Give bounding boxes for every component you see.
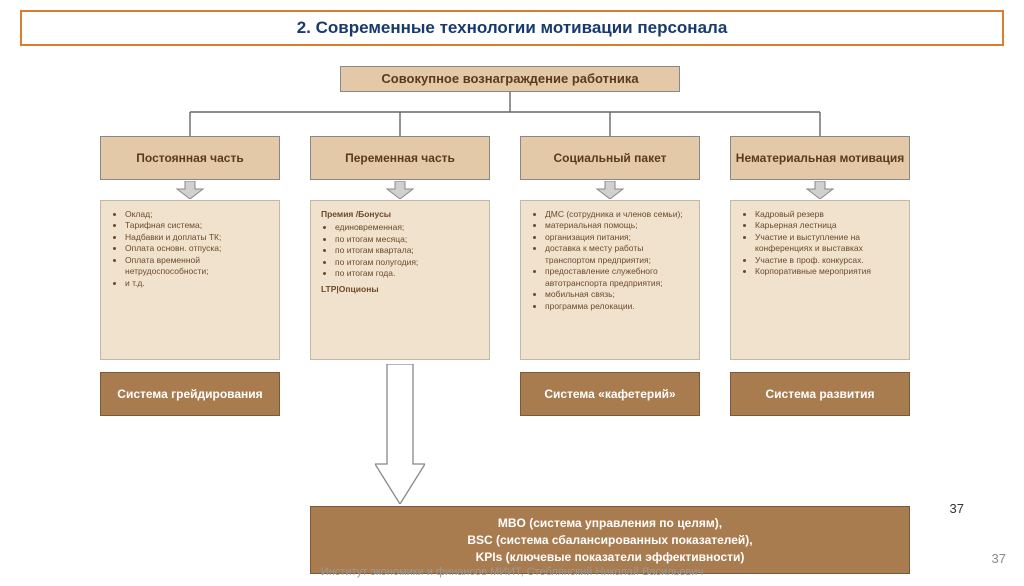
- wide-line: KPIs (ключевые показатели эффективности): [321, 549, 899, 566]
- body-list: Оклад; Тарифная система; Надбавки и допл…: [111, 209, 273, 289]
- root-node: Совокупное вознаграждение работника: [340, 66, 680, 92]
- list-item: Надбавки и доплаты ТК;: [125, 232, 273, 243]
- page-number-alt: 37: [992, 551, 1006, 566]
- branch-head: Переменная часть: [310, 136, 490, 180]
- branch-3: Социальный пакет ДМС (сотрудника и члено…: [520, 136, 700, 416]
- branch-foot: Система грейдирования: [100, 372, 280, 416]
- page-number: 37: [950, 501, 964, 516]
- list-item: Оклад;: [125, 209, 273, 220]
- list-item: предоставление служебного автотранспорта…: [545, 266, 693, 289]
- list-item: по итогам месяца;: [335, 234, 483, 245]
- branch-body: Кадровый резерв Карьерная лестница Участ…: [730, 200, 910, 360]
- branch-2: Переменная часть Премия /Бонусы единовре…: [310, 136, 490, 360]
- list-item: Корпоративные мероприятия: [755, 266, 903, 277]
- body-list: ДМС (сотрудника и членов семьи); материа…: [531, 209, 693, 312]
- body-list: единовременная; по итогам месяца; по ито…: [321, 222, 483, 279]
- branch-body: Оклад; Тарифная система; Надбавки и допл…: [100, 200, 280, 360]
- down-arrow-icon: [730, 180, 910, 200]
- list-item: единовременная;: [335, 222, 483, 233]
- down-arrow-icon: [100, 180, 280, 200]
- branch-4: Нематериальная мотивация Кадровый резерв…: [730, 136, 910, 416]
- branch-head: Нематериальная мотивация: [730, 136, 910, 180]
- branch-body: ДМС (сотрудника и членов семьи); материа…: [520, 200, 700, 360]
- wide-line: BSC (система сбалансированных показателе…: [321, 532, 899, 549]
- list-item: ДМС (сотрудника и членов семьи);: [545, 209, 693, 220]
- list-item: по итогам года.: [335, 268, 483, 279]
- list-item: Кадровый резерв: [755, 209, 903, 220]
- branch-foot: Система «кафетерий»: [520, 372, 700, 416]
- branch-1: Постоянная часть Оклад; Тарифная система…: [100, 136, 280, 416]
- page-title: 2. Современные технологии мотивации перс…: [20, 10, 1004, 46]
- list-item: Карьерная лестница: [755, 220, 903, 231]
- body-tail: LTP|Опционы: [321, 284, 483, 295]
- list-item: Оплата временной нетрудоспособности;: [125, 255, 273, 278]
- down-arrow-icon: [520, 180, 700, 200]
- list-item: и т.д.: [125, 278, 273, 289]
- list-item: Тарифная система;: [125, 220, 273, 231]
- wide-foot-box: MBO (система управления по целям), BSC (…: [310, 506, 910, 574]
- list-item: организация питания;: [545, 232, 693, 243]
- list-item: по итогам полугодия;: [335, 257, 483, 268]
- list-item: мобильная связь;: [545, 289, 693, 300]
- branch-head: Социальный пакет: [520, 136, 700, 180]
- big-down-arrow-icon: [375, 364, 425, 504]
- diagram-area: Совокупное вознаграждение работника Пост…: [0, 66, 1024, 566]
- list-item: Оплата основн. отпуска;: [125, 243, 273, 254]
- list-item: Участие в проф. конкурсах.: [755, 255, 903, 266]
- body-list: Кадровый резерв Карьерная лестница Участ…: [741, 209, 903, 278]
- body-lead: Премия /Бонусы: [321, 209, 483, 220]
- list-item: по итогам квартала;: [335, 245, 483, 256]
- down-arrow-icon: [310, 180, 490, 200]
- branch-body: Премия /Бонусы единовременная; по итогам…: [310, 200, 490, 360]
- list-item: материальная помощь;: [545, 220, 693, 231]
- branch-foot: Система развития: [730, 372, 910, 416]
- list-item: Участие и выступление на конференциях и …: [755, 232, 903, 255]
- footer-text: Институт экономики и финансов МИИТ, Стеб…: [0, 566, 1024, 578]
- list-item: программа релокации.: [545, 301, 693, 312]
- branch-head: Постоянная часть: [100, 136, 280, 180]
- wide-line: MBO (система управления по целям),: [321, 515, 899, 532]
- list-item: доставка к месту работы транспортом пред…: [545, 243, 693, 266]
